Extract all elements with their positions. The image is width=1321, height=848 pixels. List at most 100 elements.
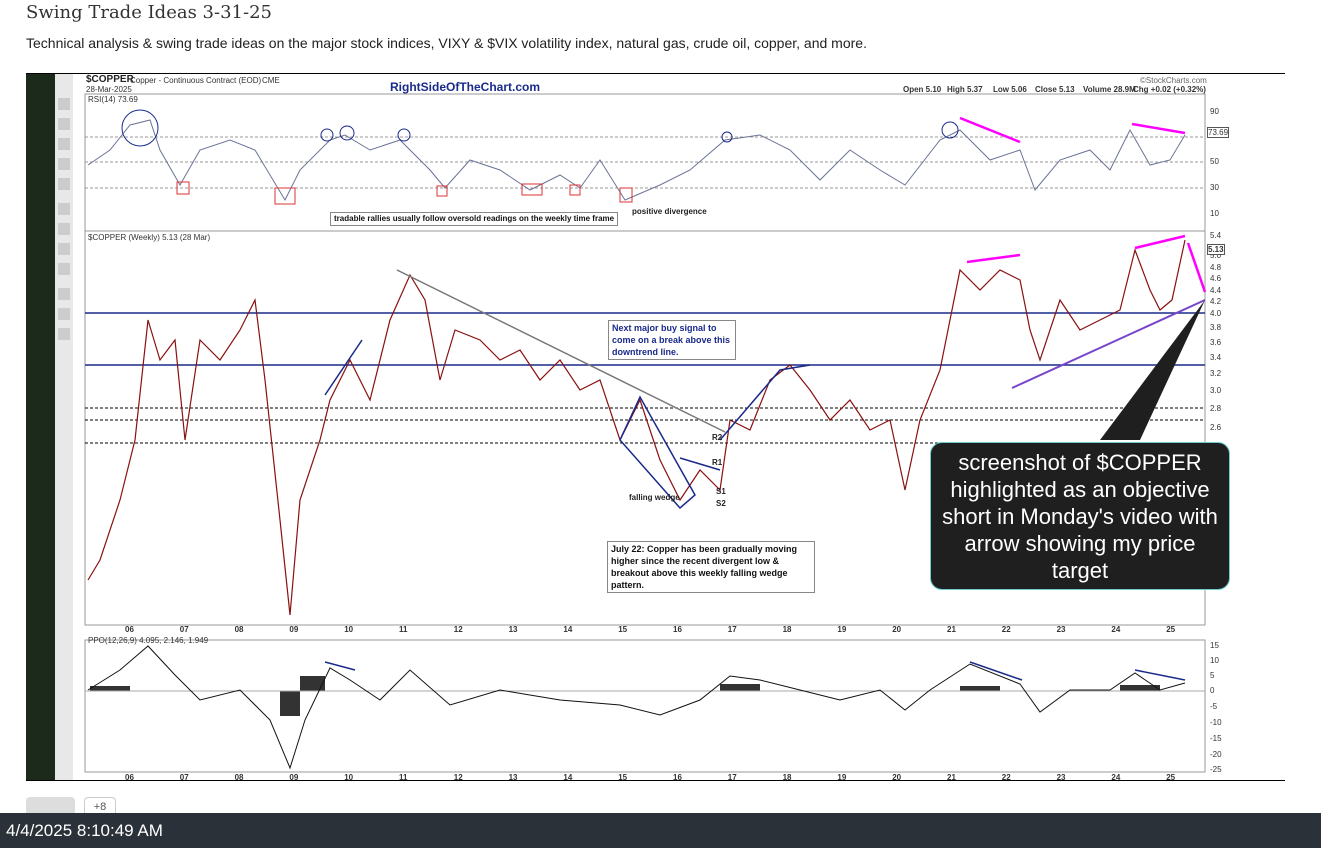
x-tick-label: 15: [618, 625, 628, 634]
rsi-label: RSI(14) 73.69: [88, 95, 138, 104]
ppo-tick: -10: [1210, 718, 1222, 727]
price-label: $COPPER (Weekly) 5.13 (28 Mar): [88, 233, 211, 242]
x-tick-label: 07: [179, 773, 189, 782]
x-tick-label: 12: [453, 625, 463, 634]
x-tick-label: 17: [727, 773, 737, 782]
copper-note: July 22: Copper has been gradually movin…: [607, 541, 815, 593]
x-tick-label: 11: [399, 625, 408, 634]
price-tick: 3.8: [1210, 323, 1222, 332]
oversold-boxes: [176, 181, 633, 205]
chart-image: [26, 73, 1285, 781]
quote-item: Volume 28.9M: [1083, 85, 1136, 94]
x-tick-label: 07: [179, 625, 189, 634]
price-levels: [85, 312, 1205, 366]
level-label: S1: [716, 487, 726, 496]
rsi-note: tradable rallies usually follow oversold…: [330, 212, 619, 226]
x-tick-label: 06: [125, 625, 134, 634]
ppo-tick: 5: [1210, 671, 1215, 680]
wedge-label: falling wedge: [629, 493, 680, 502]
callout-pointer: [1100, 300, 1205, 440]
price-tick: 4.8: [1210, 263, 1222, 272]
like-count[interactable]: +8: [84, 797, 116, 813]
x-tick-label: 17: [727, 625, 737, 634]
x-tick-label: 19: [837, 625, 847, 634]
x-tick-label: 21: [947, 773, 956, 782]
source: ©StockCharts.com: [1140, 76, 1207, 85]
ppo-tick: -25: [1210, 765, 1222, 774]
price-tick: 4.2: [1210, 297, 1222, 306]
x-tick-label: 21: [947, 625, 956, 634]
price-last: 5.13: [1207, 244, 1225, 255]
exchange: CME: [262, 76, 280, 85]
x-tick-label: 10: [344, 773, 354, 782]
ppo-label: PPO(12,26,9) 4.095, 2.146, 1.949: [88, 636, 209, 645]
level-label: S2: [716, 499, 726, 508]
ppo-tick: 15: [1210, 641, 1219, 650]
watermark: RightSideOfTheChart.com: [390, 80, 541, 94]
price-tick: 4.0: [1210, 309, 1222, 318]
x-tick-label: 09: [289, 625, 299, 634]
x-tick-label: 25: [1166, 625, 1176, 634]
level-label: R1: [712, 458, 723, 467]
ppo-line: [87, 645, 1186, 770]
price-tick: 2.6: [1210, 423, 1222, 432]
quote-item: High 5.37: [947, 85, 983, 94]
x-tick-label: 20: [892, 625, 902, 634]
ppo-tick: -15: [1210, 734, 1222, 743]
x-tick-label: 20: [892, 773, 902, 782]
chart-date: 28-Mar-2025: [86, 85, 132, 94]
ppo-tick: -20: [1210, 750, 1222, 759]
x-tick-label: 11: [399, 773, 408, 782]
x-tick-label: 18: [782, 625, 792, 634]
rsi-line: [87, 119, 1186, 202]
price-tick: 3.2: [1210, 369, 1222, 378]
downtrend-line: [396, 269, 726, 433]
taskbar-time: 4/4/2025 8:10:49 AM: [6, 821, 163, 840]
quote-item: Close 5.13: [1035, 85, 1075, 94]
ppo-tick: -5: [1210, 702, 1218, 711]
chart-canvas: [73, 74, 1231, 780]
x-tick-label: 22: [1001, 773, 1011, 782]
x-tick-label: 19: [837, 773, 847, 782]
x-tick-label: 23: [1056, 773, 1066, 782]
uptrend-line: [1011, 299, 1206, 389]
taskbar: [0, 813, 1321, 848]
quote-item: Chg +0.02 (+0.32%): [1133, 85, 1206, 94]
callout: screenshot of $COPPER highlighted as an …: [930, 442, 1230, 590]
price-tick: 5.0: [1210, 251, 1222, 260]
level-label: R2: [712, 433, 723, 442]
x-tick-label: 09: [289, 773, 299, 782]
side-window: [26, 74, 55, 780]
description: Copper - Continuous Contract (EOD): [130, 76, 262, 85]
arrows: [959, 116, 1207, 293]
x-tick-label: 25: [1166, 773, 1176, 782]
tool-icons: [58, 98, 70, 340]
wedge-lines: [324, 339, 811, 510]
price-tick: 4.6: [1210, 274, 1222, 283]
x-tick-label: 12: [453, 773, 463, 782]
ppo-divergence: [324, 661, 1186, 681]
quote-item: Low 5.06: [993, 85, 1027, 94]
x-tick-label: 13: [508, 773, 518, 782]
x-tick-label: 08: [234, 625, 244, 634]
price-tick: 2.8: [1210, 404, 1222, 413]
ppo-tick: 10: [1210, 656, 1219, 665]
x-tick-label: 08: [234, 773, 244, 782]
x-tick-label: 15: [618, 773, 628, 782]
rsi-divergence: positive divergence: [632, 207, 707, 216]
price-tick: 3.6: [1210, 338, 1222, 347]
x-tick-label: 23: [1056, 625, 1066, 634]
x-tick-label: 18: [782, 773, 792, 782]
quote-item: Open 5.10: [903, 85, 942, 94]
symbol: $COPPER: [86, 74, 134, 85]
like-button[interactable]: [26, 797, 75, 813]
ppo-tick: 0: [1210, 686, 1215, 695]
x-tick-label: 16: [673, 773, 682, 782]
ppo-histogram: [90, 676, 1160, 716]
rsi-last: 73.69: [1207, 127, 1230, 138]
price-tick: 5.4: [1210, 231, 1222, 240]
post-title: Swing Trade Ideas 3-31-25: [26, 2, 272, 23]
rsi-tick: 10: [1210, 209, 1219, 218]
